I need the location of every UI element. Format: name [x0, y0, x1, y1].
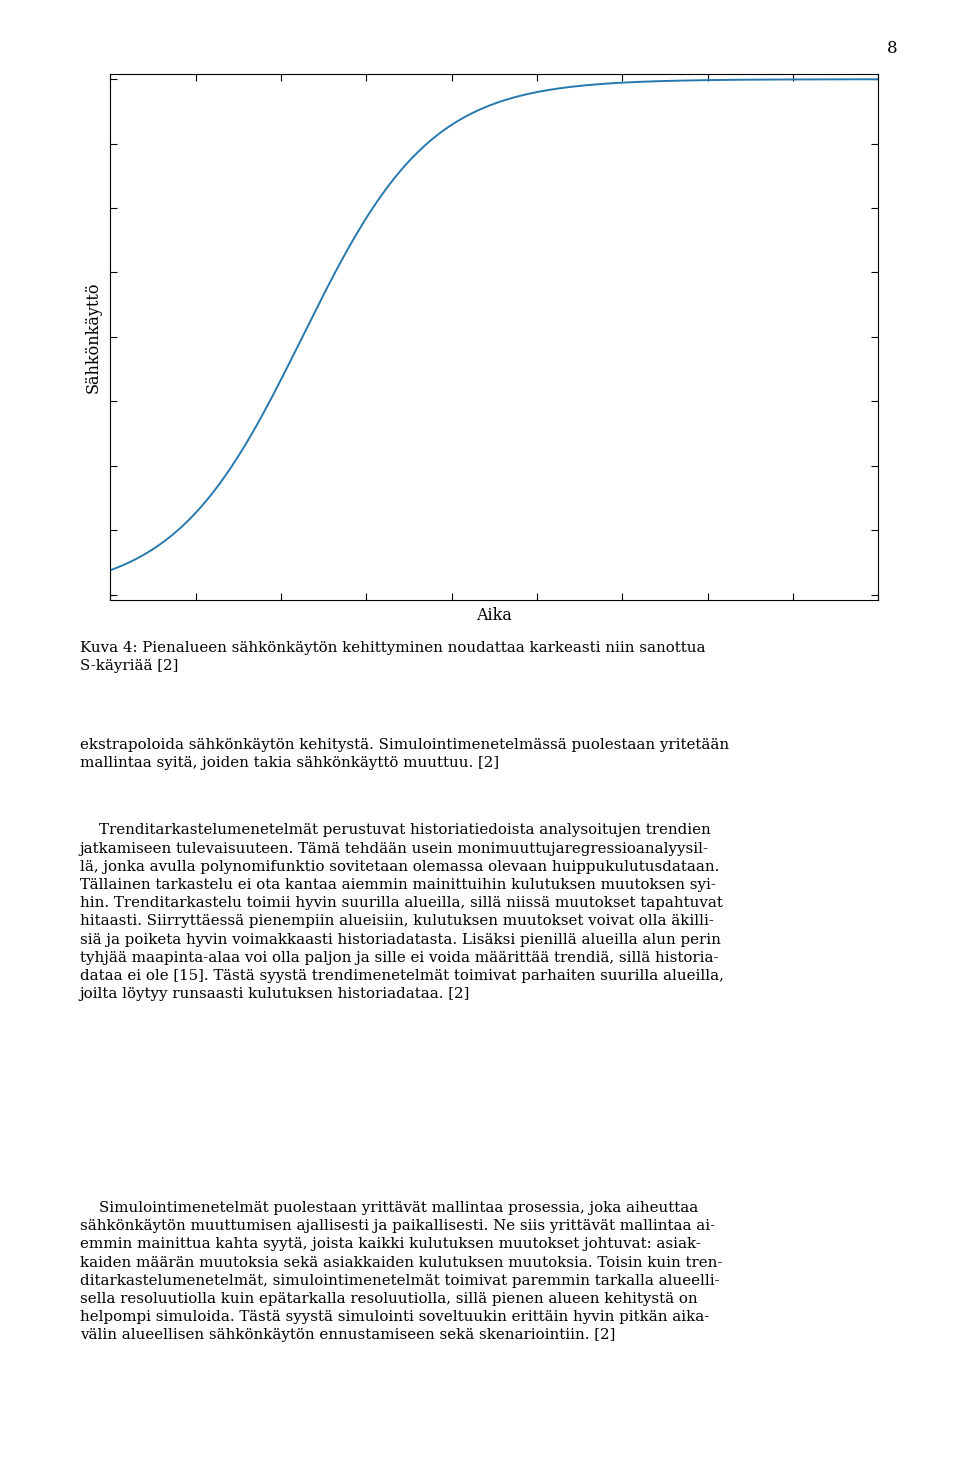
Text: Trenditarkastelumenetelmät perustuvat historiatiedoista analysoitujen trendien
j: Trenditarkastelumenetelmät perustuvat hi…: [80, 823, 724, 1001]
Text: Simulointimenetelmät puolestaan yrittävät mallintaa prosessia, joka aiheuttaa
sä: Simulointimenetelmät puolestaan yrittävä…: [80, 1201, 722, 1342]
Text: 8: 8: [887, 40, 898, 56]
Text: Kuva 4: Pienalueen sähkönkäytön kehittyminen noudattaa karkeasti niin sanottua
S: Kuva 4: Pienalueen sähkönkäytön kehittym…: [80, 641, 706, 674]
Text: ekstrapoloida sähkönkäytön kehitystä. Simulointimenetelmässä puolestaan yritetää: ekstrapoloida sähkönkäytön kehitystä. Si…: [80, 738, 729, 770]
X-axis label: Aika: Aika: [476, 607, 513, 624]
Y-axis label: Sähkönkäyttö: Sähkönkäyttö: [85, 281, 102, 392]
